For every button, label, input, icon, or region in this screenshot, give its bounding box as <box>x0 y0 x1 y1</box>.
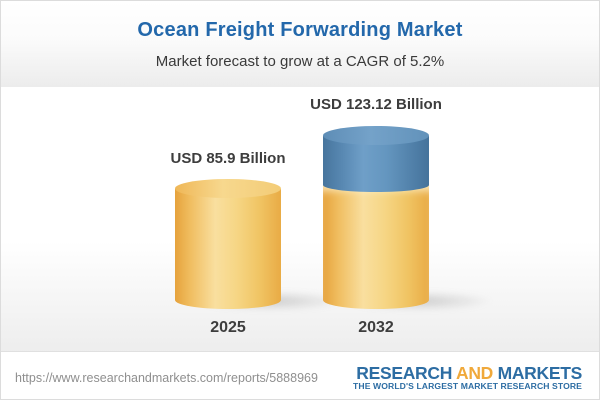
cylinder-2032-top-ellipse <box>323 126 429 145</box>
research-and-markets-logo: RESEARCH AND MARKETS THE WORLD'S LARGEST… <box>353 364 582 391</box>
cylinder-2032-blue-growth-segment <box>323 136 429 192</box>
cylinder-2025-top-ellipse <box>175 179 281 198</box>
page-title: Ocean Freight Forwarding Market <box>137 18 463 41</box>
logo-tagline: THE WORLD'S LARGEST MARKET RESEARCH STOR… <box>353 381 582 392</box>
page-subtitle: Market forecast to grow at a CAGR of 5.2… <box>155 52 445 70</box>
report-url-link[interactable]: https://www.researchandmarkets.com/repor… <box>15 370 318 385</box>
logo-word-markets: MARKETS <box>497 362 583 383</box>
cylinder-2025-gold-body <box>175 189 281 309</box>
value-label-2032: USD 123.12 Billion <box>310 96 442 113</box>
logo-word-research: RESEARCH <box>356 362 453 383</box>
logo-word-and: AND <box>455 362 493 383</box>
value-label-2025: USD 85.9 Billion <box>170 150 286 167</box>
logo-wordmark: RESEARCH AND MARKETS <box>353 364 582 382</box>
footer: https://www.researchandmarkets.com/repor… <box>1 351 599 399</box>
category-label-2025: 2025 <box>210 319 246 336</box>
category-label-2032: 2032 <box>358 319 394 336</box>
header: Ocean Freight Forwarding Market Market f… <box>1 1 599 87</box>
cylinder-2032-gold-segment <box>323 185 429 309</box>
cylinder-bar-chart: USD 85.9 Billion 2025 USD 123.12 Billion… <box>1 87 599 353</box>
